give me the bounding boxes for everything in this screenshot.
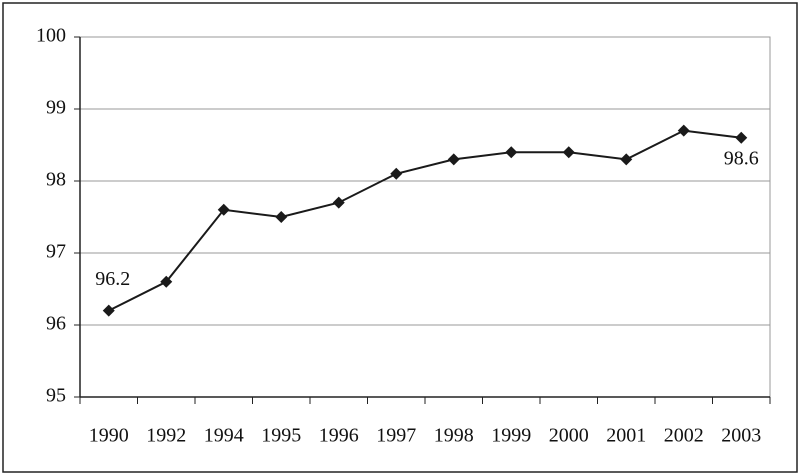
marker [677, 124, 690, 137]
marker [275, 211, 288, 223]
marker [390, 167, 403, 180]
x-tick-label: 1999 [491, 425, 531, 447]
marker [217, 203, 230, 216]
y-tick-label: 97 [46, 241, 66, 263]
x-tick-label: 2003 [721, 425, 761, 447]
data-label: 98.6 [724, 147, 759, 169]
marker [447, 153, 460, 166]
y-tick-label: 100 [36, 25, 66, 47]
x-tick-label: 1996 [319, 425, 359, 447]
marker [620, 153, 633, 166]
y-tick-label: 98 [46, 169, 66, 191]
x-tick-label: 1990 [89, 425, 129, 447]
x-tick-label: 1995 [261, 425, 301, 447]
y-tick-label: 96 [46, 313, 66, 335]
marker [562, 146, 575, 159]
marker [332, 196, 345, 209]
x-tick-label: 1998 [434, 425, 474, 447]
x-tick-label: 2001 [606, 425, 646, 447]
x-tick-label: 1994 [204, 425, 244, 447]
x-tick-label: 1997 [376, 425, 416, 447]
marker [160, 275, 173, 288]
y-tick-label: 99 [46, 97, 66, 119]
data-line [108, 129, 742, 312]
marker [505, 146, 518, 159]
marker [102, 304, 115, 317]
marker [735, 131, 748, 144]
data-label: 96.2 [95, 268, 130, 290]
x-tick-label: 2002 [664, 425, 704, 447]
x-tick-label: 2000 [549, 425, 589, 447]
x-tick-label: 1992 [146, 425, 186, 447]
y-tick-label: 95 [46, 385, 66, 407]
